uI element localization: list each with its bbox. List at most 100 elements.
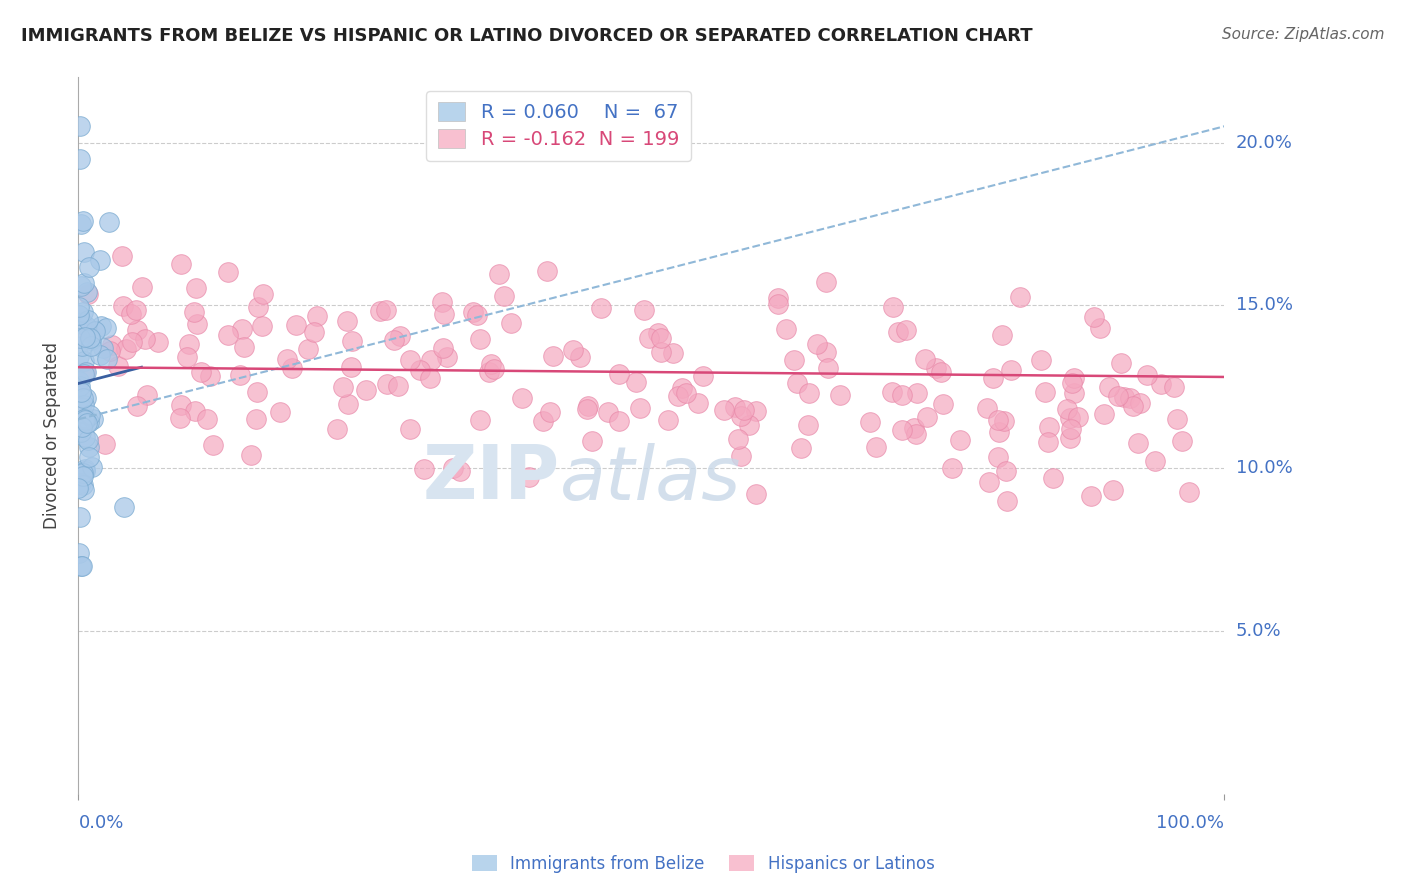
Point	[797, 417, 820, 432]
Point	[903, 421, 925, 435]
Point	[1063, 370, 1085, 384]
Point	[949, 433, 972, 447]
Point	[412, 461, 434, 475]
Point	[988, 425, 1011, 439]
Point	[67, 374, 90, 388]
Point	[101, 338, 124, 352]
Point	[217, 328, 239, 343]
Point	[170, 257, 193, 271]
Point	[245, 412, 267, 426]
Point	[1149, 376, 1171, 391]
Text: 100.0%: 100.0%	[1157, 814, 1225, 832]
Point	[638, 331, 661, 345]
Point	[79, 331, 101, 345]
Point	[561, 343, 583, 358]
Point	[77, 286, 100, 301]
Point	[987, 450, 1010, 465]
Point	[72, 469, 94, 483]
Point	[977, 475, 1000, 489]
Point	[183, 305, 205, 319]
Point	[1063, 385, 1085, 400]
Point	[905, 427, 928, 442]
Point	[276, 352, 298, 367]
Point	[589, 301, 612, 315]
Point	[730, 449, 752, 463]
Point	[1114, 390, 1136, 404]
Point	[915, 410, 938, 425]
Text: 15.0%: 15.0%	[1236, 296, 1292, 314]
Point	[991, 327, 1014, 342]
Point	[993, 414, 1015, 428]
Point	[89, 347, 111, 361]
Text: 5.0%: 5.0%	[1236, 622, 1281, 640]
Point	[461, 304, 484, 318]
Point	[67, 349, 90, 363]
Point	[75, 391, 97, 405]
Point	[94, 320, 117, 334]
Point	[67, 309, 90, 323]
Point	[72, 466, 94, 480]
Point	[245, 384, 267, 399]
Text: 20.0%: 20.0%	[1236, 134, 1292, 152]
Point	[136, 388, 159, 402]
Point	[389, 328, 412, 343]
Point	[72, 339, 94, 353]
Point	[112, 500, 135, 515]
Point	[692, 368, 714, 383]
Point	[976, 401, 998, 416]
Point	[1092, 407, 1115, 421]
Point	[70, 475, 93, 490]
Point	[647, 326, 669, 340]
Point	[1166, 412, 1188, 426]
Point	[375, 376, 398, 391]
Point	[465, 308, 488, 322]
Text: ZIP: ZIP	[423, 442, 560, 515]
Point	[914, 351, 936, 366]
Point	[387, 379, 409, 393]
Point	[336, 314, 359, 328]
Text: 10.0%: 10.0%	[1236, 459, 1292, 477]
Point	[657, 413, 679, 427]
Point	[817, 360, 839, 375]
Point	[890, 423, 912, 437]
Point	[727, 432, 749, 446]
Point	[89, 318, 111, 333]
Point	[332, 380, 354, 394]
Point	[733, 403, 755, 417]
Point	[628, 401, 651, 415]
Point	[745, 404, 768, 418]
Point	[240, 448, 263, 462]
Point	[987, 413, 1010, 427]
Point	[120, 307, 142, 321]
Point	[115, 342, 138, 356]
Point	[72, 392, 94, 406]
Point	[650, 331, 672, 345]
Point	[354, 383, 377, 397]
Point	[75, 413, 97, 427]
Point	[285, 318, 308, 332]
Point	[1136, 368, 1159, 383]
Point	[666, 389, 689, 403]
Point	[69, 331, 91, 345]
Point	[568, 351, 591, 365]
Point	[686, 396, 709, 410]
Point	[1060, 422, 1083, 436]
Point	[419, 371, 441, 385]
Point	[576, 399, 599, 413]
Point	[581, 434, 603, 449]
Point	[169, 411, 191, 425]
Point	[107, 359, 129, 374]
Point	[125, 323, 148, 337]
Point	[111, 250, 134, 264]
Point	[73, 398, 96, 412]
Point	[783, 353, 806, 368]
Point	[540, 405, 562, 419]
Point	[77, 415, 100, 429]
Point	[269, 405, 291, 419]
Point	[146, 334, 169, 349]
Point	[76, 434, 98, 448]
Point	[671, 381, 693, 395]
Point	[111, 299, 134, 313]
Point	[1059, 411, 1081, 425]
Point	[814, 275, 837, 289]
